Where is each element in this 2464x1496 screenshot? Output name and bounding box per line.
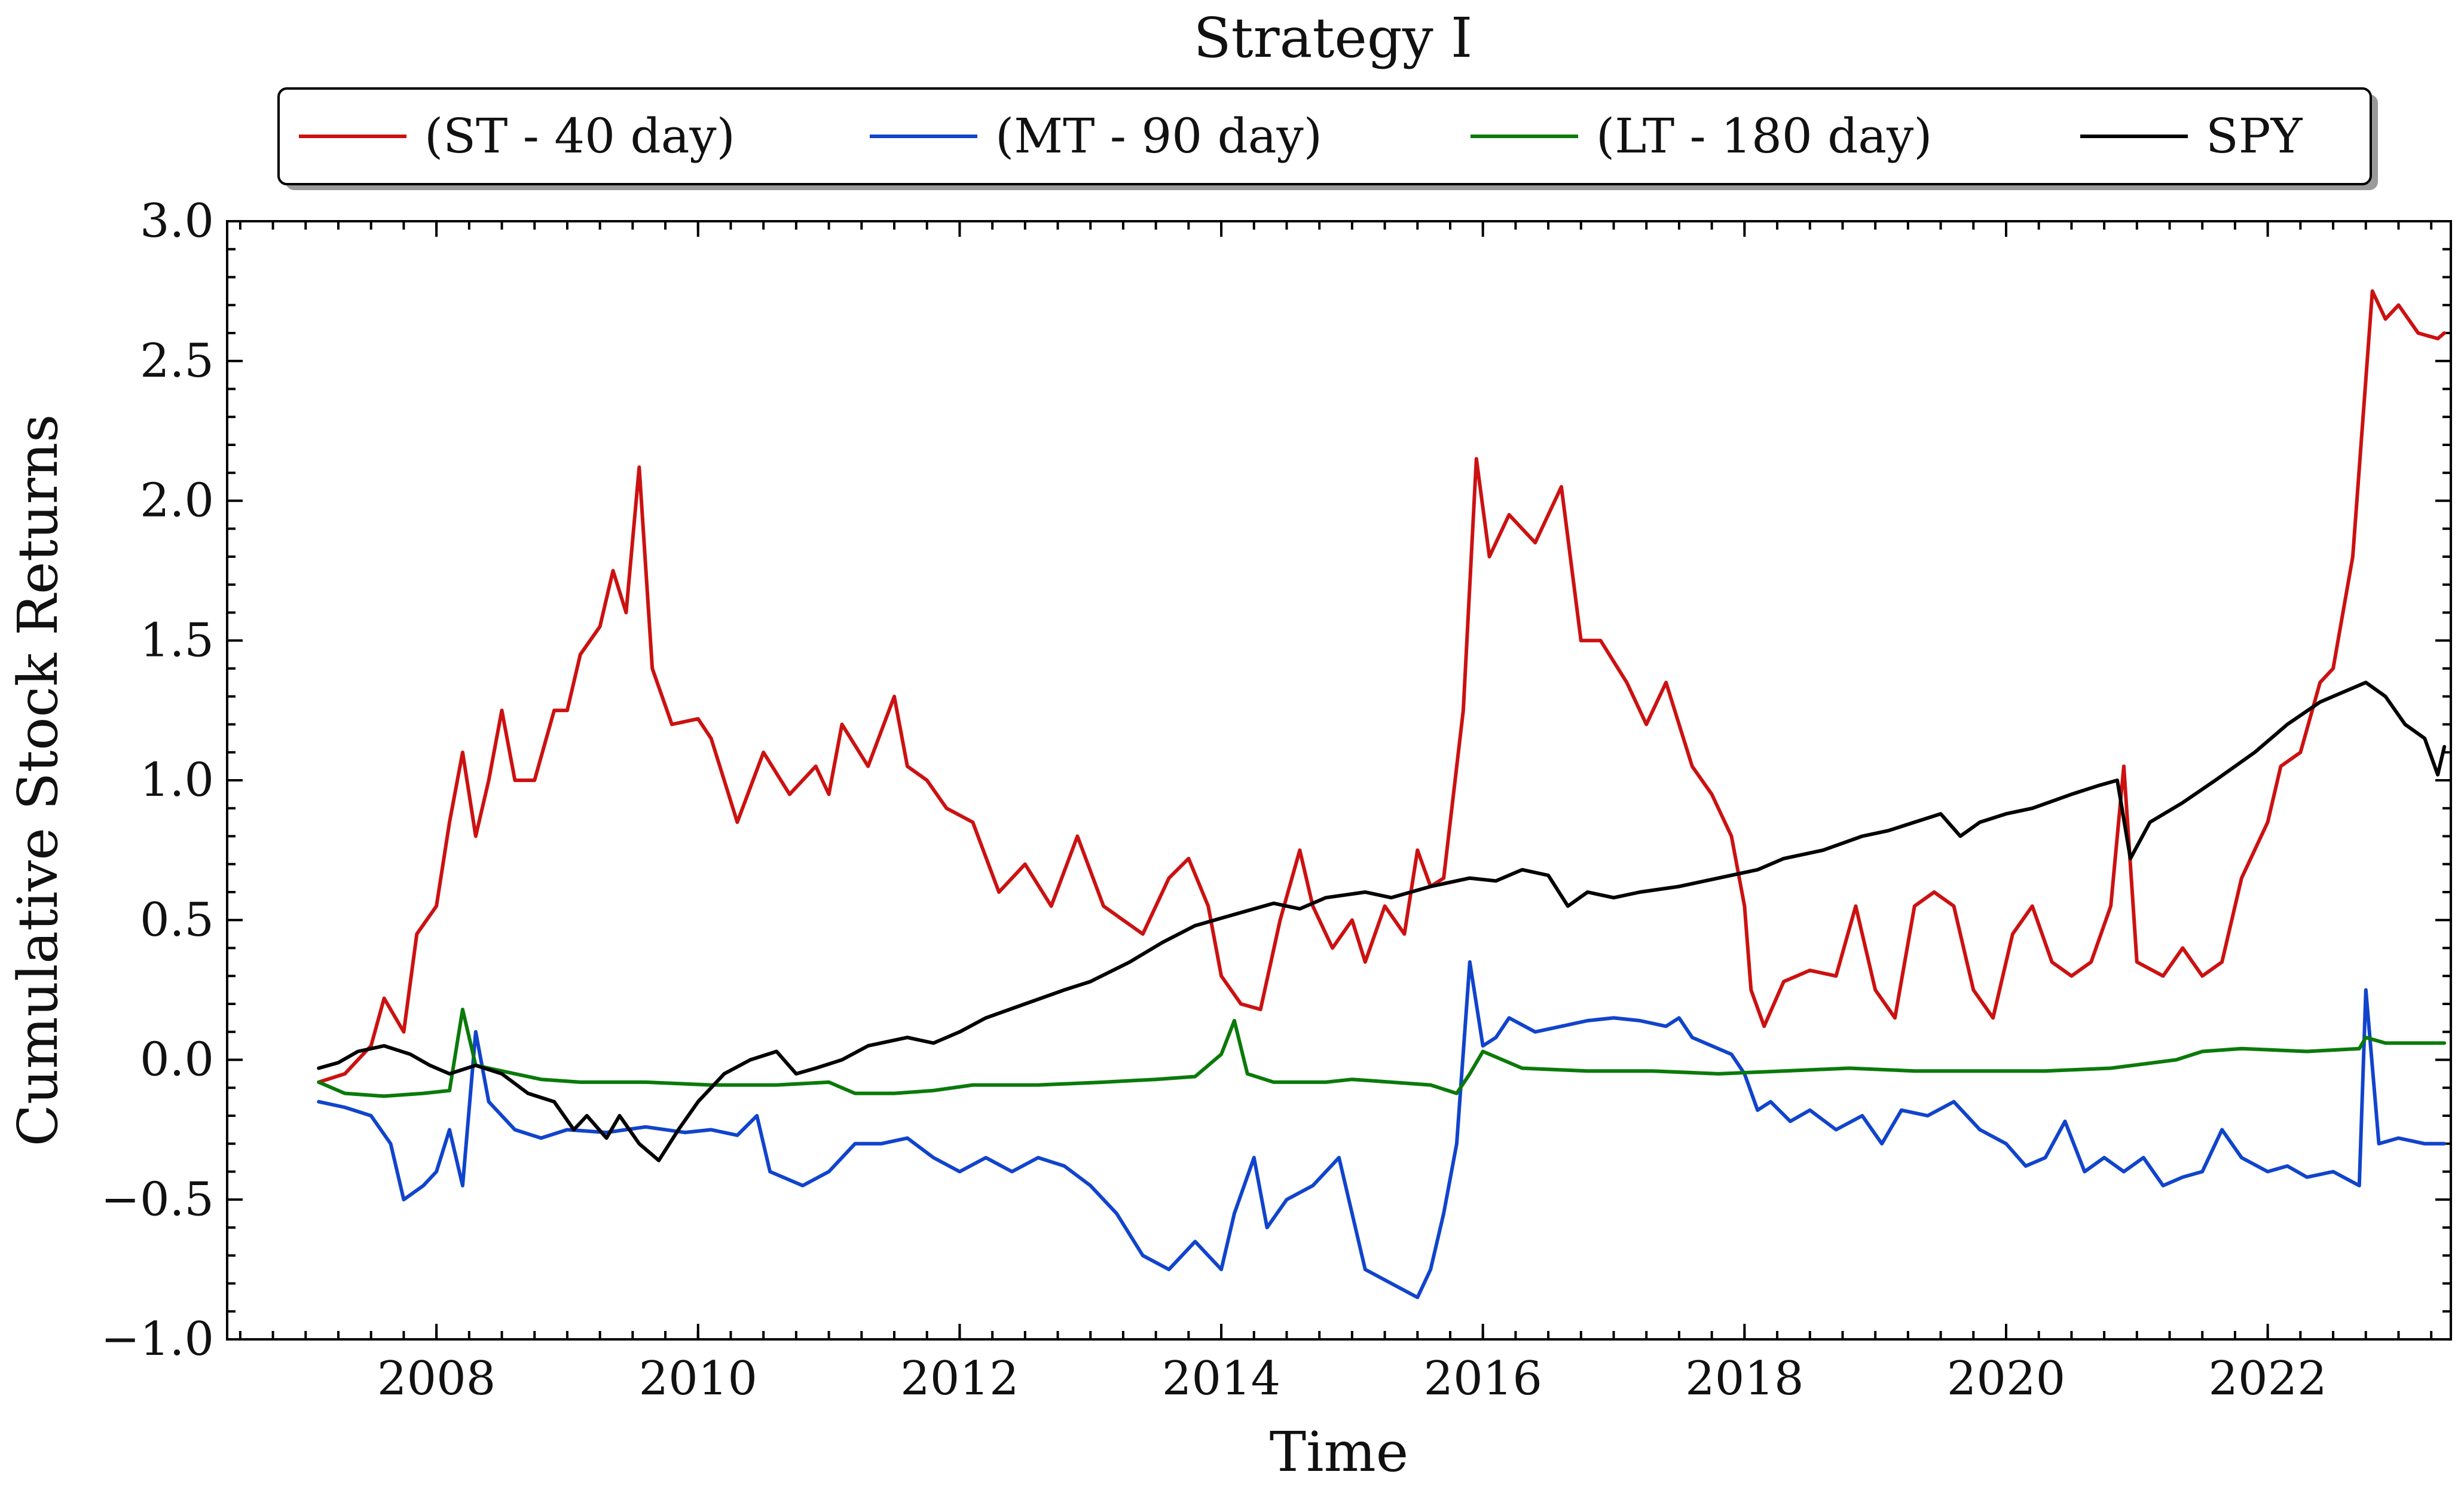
series-line-lt-180-day bbox=[317, 1007, 2447, 1098]
y-tick-label: 3.0 bbox=[140, 194, 214, 248]
legend-label-lt-180-day: (LT - 180 day) bbox=[1596, 108, 1933, 164]
y-tick-label: 2.5 bbox=[140, 334, 214, 388]
series-line-spy bbox=[317, 680, 2447, 1162]
series-line-st-40-day bbox=[317, 289, 2447, 1084]
x-tick-label: 2010 bbox=[639, 1352, 758, 1406]
legend-box bbox=[277, 87, 2372, 185]
y-tick-label: 0.0 bbox=[140, 1033, 214, 1087]
y-axis: −1.0 −0.5 0.0 0.5 1.0 1.5 2.0 2.5 3.0 bbox=[101, 194, 2451, 1366]
y-tick-label: −1.0 bbox=[101, 1312, 214, 1366]
x-tick-label: 2022 bbox=[2208, 1352, 2327, 1406]
legend-label-mt-90-day: (MT - 90 day) bbox=[995, 108, 1322, 164]
legend: (ST - 40 day) (MT - 90 day) (LT - 180 day)… bbox=[277, 87, 2378, 190]
x-tick-label: 2014 bbox=[1162, 1352, 1281, 1406]
x-tick-label: 2012 bbox=[900, 1352, 1019, 1406]
y-tick-label: 2.0 bbox=[140, 474, 214, 528]
x-tick-label: 2008 bbox=[377, 1352, 496, 1406]
x-axis-title: Time bbox=[1270, 1420, 1408, 1484]
x-tick-label: 2020 bbox=[1947, 1352, 2066, 1406]
y-tick-label: −0.5 bbox=[101, 1173, 214, 1226]
x-tick-label: 2016 bbox=[1423, 1352, 1542, 1406]
x-axis: 2008 2010 2012 2014 2016 2018 2020 2022 bbox=[239, 221, 2433, 1406]
chart-title: Strategy I bbox=[1194, 6, 1473, 70]
y-tick-label: 0.5 bbox=[140, 893, 214, 947]
y-tick-label: 1.0 bbox=[140, 753, 214, 807]
legend-label-spy: SPY bbox=[2206, 108, 2303, 164]
series-line-mt-90-day bbox=[317, 960, 2447, 1299]
legend-label-st-40-day: (ST - 40 day) bbox=[424, 108, 735, 164]
x-tick-label: 2018 bbox=[1685, 1352, 1804, 1406]
y-axis-title: Cumulative Stock Returns bbox=[6, 414, 70, 1147]
y-tick-label: 1.5 bbox=[140, 613, 214, 667]
